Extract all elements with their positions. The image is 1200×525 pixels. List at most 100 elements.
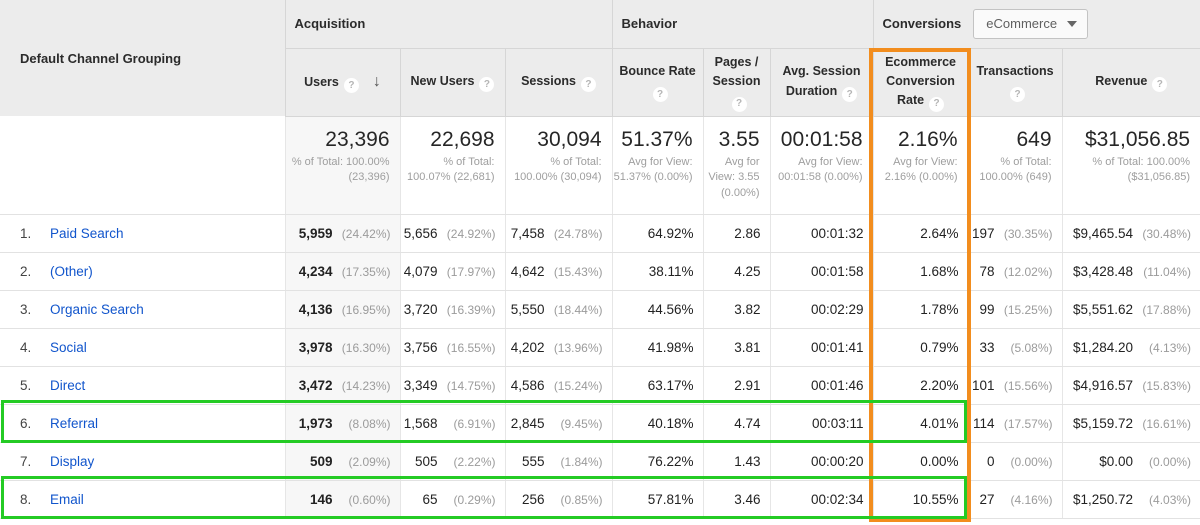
bounce-rate-cell: 40.18% <box>611 404 704 443</box>
table-body: 1. Paid Search 5,959 (24.42%) 5,656 (24.92%… <box>0 214 1200 519</box>
avg-session-duration-cell: 00:01:46 <box>769 366 874 405</box>
sessions-cell: 5,550 (18.44%) <box>504 290 613 329</box>
column-header-new-users[interactable]: New Users? <box>399 48 505 117</box>
totals-row: 23,396 % of Total: 100.00% (23,396) 22,6… <box>0 116 1200 215</box>
totals-pages-session: 3.55 Avg for View: 3.55 (0.00%) <box>702 116 771 215</box>
help-icon[interactable]: ? <box>479 77 495 93</box>
row-index: 5. <box>20 377 32 393</box>
new-users-cell: 3,756 (16.55%) <box>399 328 505 367</box>
bounce-rate-cell: 76.22% <box>611 442 704 481</box>
goal-set-dropdown[interactable]: eCommerce <box>973 8 1089 39</box>
sessions-cell: 256 (0.85%) <box>504 480 613 519</box>
ecommerce-conversion-rate-cell: 4.01% <box>872 404 969 443</box>
channel-link[interactable]: Direct <box>50 377 86 393</box>
new-users-cell: 505 (2.22%) <box>399 442 505 481</box>
totals-bounce-rate: 51.37% Avg for View: 51.37% (0.00%) <box>611 116 704 215</box>
help-icon[interactable]: ? <box>1010 86 1026 102</box>
column-header-pages-session[interactable]: Pages / Session? <box>702 48 771 117</box>
sessions-cell: 7,458 (24.78%) <box>504 214 613 253</box>
channel-cell: 5. Direct <box>0 366 285 405</box>
help-icon[interactable]: ? <box>731 96 747 112</box>
help-icon[interactable]: ? <box>1152 77 1168 93</box>
column-header-bounce-rate[interactable]: Bounce Rate? <box>611 48 704 117</box>
totals-section: 23,396 % of Total: 100.00% (23,396) 22,6… <box>0 116 1200 215</box>
help-icon[interactable]: ? <box>842 86 858 102</box>
channel-cell: 2. (Other) <box>0 252 285 291</box>
totals-ecommerce-conversion-rate: 2.16% Avg for View: 2.16% (0.00%) <box>872 116 969 215</box>
table-row: 3. Organic Search 4,136 (16.95%) 3,720 (16.… <box>0 290 1200 329</box>
revenue-cell: $4,916.57 (15.83%) <box>1061 366 1200 405</box>
pages-session-cell: 3.82 <box>702 290 771 329</box>
bounce-rate-cell: 44.56% <box>611 290 704 329</box>
channel-link[interactable]: Paid Search <box>50 225 124 241</box>
table-row: 7. Display 509 (2.09%) 505 (2.22%) 555 (1.84… <box>0 442 1200 481</box>
column-header-sessions[interactable]: Sessions? <box>504 48 613 117</box>
channel-link[interactable]: Organic Search <box>50 301 144 317</box>
transactions-cell: 78 (12.02%) <box>967 252 1063 291</box>
users-cell: 3,978 (16.30%) <box>284 328 400 367</box>
table-row: 6. Referral 1,973 (8.08%) 1,568 (6.91%) 2,8… <box>0 404 1200 443</box>
avg-session-duration-cell: 00:01:58 <box>769 252 874 291</box>
help-icon[interactable]: ? <box>580 77 596 93</box>
transactions-cell: 0 (0.00%) <box>967 442 1063 481</box>
ecommerce-conversion-rate-cell: 0.79% <box>872 328 969 367</box>
column-header-users[interactable]: Users? ↓ <box>284 48 400 117</box>
help-icon[interactable]: ? <box>343 77 359 93</box>
row-index: 2. <box>20 263 32 279</box>
bounce-rate-cell: 64.92% <box>611 214 704 253</box>
channel-cell: 6. Referral <box>0 404 285 443</box>
help-icon[interactable]: ? <box>929 96 945 112</box>
table-row: 2. (Other) 4,234 (17.35%) 4,079 (17.97%) 4,… <box>0 252 1200 291</box>
channel-link[interactable]: (Other) <box>50 263 93 279</box>
ecommerce-conversion-rate-cell: 1.78% <box>872 290 969 329</box>
new-users-cell: 3,720 (16.39%) <box>399 290 505 329</box>
channel-link[interactable]: Social <box>50 339 87 355</box>
column-header-ecommerce-conversion-rate[interactable]: Ecommerce Conversion Rate? <box>872 48 969 117</box>
pages-session-cell: 4.74 <box>702 404 771 443</box>
row-index: 7. <box>20 453 32 469</box>
new-users-cell: 1,568 (6.91%) <box>399 404 505 443</box>
pages-session-cell: 4.25 <box>702 252 771 291</box>
totals-sessions: 30,094 % of Total: 100.00% (30,094) <box>504 116 613 215</box>
channel-link[interactable]: Referral <box>50 415 99 431</box>
row-index: 4. <box>20 339 32 355</box>
sessions-cell: 2,845 (9.45%) <box>504 404 613 443</box>
new-users-cell: 4,079 (17.97%) <box>399 252 505 291</box>
column-header-transactions[interactable]: Transactions? <box>967 48 1063 117</box>
avg-session-duration-cell: 00:02:34 <box>769 480 874 519</box>
goal-set-dropdown-value: eCommerce <box>986 16 1058 32</box>
bounce-rate-cell: 57.81% <box>611 480 704 519</box>
bounce-rate-cell: 41.98% <box>611 328 704 367</box>
new-users-cell: 65 (0.29%) <box>399 480 505 519</box>
group-conversions-label: Conversions <box>882 16 962 32</box>
channel-link[interactable]: Display <box>50 453 95 469</box>
revenue-cell: $5,551.62 (17.88%) <box>1061 290 1200 329</box>
bounce-rate-cell: 63.17% <box>611 366 704 405</box>
transactions-cell: 99 (15.25%) <box>967 290 1063 329</box>
chevron-down-icon <box>1067 20 1078 27</box>
totals-users: 23,396 % of Total: 100.00% (23,396) <box>284 116 400 215</box>
users-cell: 146 (0.60%) <box>284 480 400 519</box>
channel-cell: 3. Organic Search <box>0 290 285 329</box>
sort-descending-icon[interactable]: ↓ <box>372 72 381 90</box>
new-users-cell: 5,656 (24.92%) <box>399 214 505 253</box>
ecommerce-conversion-rate-cell: 1.68% <box>872 252 969 291</box>
row-index: 8. <box>20 491 32 507</box>
column-header-revenue[interactable]: Revenue? <box>1061 48 1200 117</box>
bounce-rate-cell: 38.11% <box>611 252 704 291</box>
table-header: Default Channel Grouping Acquisition Beh… <box>0 0 1200 117</box>
totals-channel-cell <box>0 116 285 215</box>
totals-new-users: 22,698 % of Total: 100.07% (22,681) <box>399 116 505 215</box>
metric-group-row: Default Channel Grouping Acquisition Beh… <box>0 0 1200 116</box>
transactions-cell: 101 (15.56%) <box>967 366 1063 405</box>
row-index: 6. <box>20 415 32 431</box>
ecommerce-conversion-rate-cell: 2.64% <box>872 214 969 253</box>
pages-session-cell: 3.46 <box>702 480 771 519</box>
row-index: 3. <box>20 301 32 317</box>
avg-session-duration-cell: 00:01:41 <box>769 328 874 367</box>
transactions-cell: 27 (4.16%) <box>967 480 1063 519</box>
users-cell: 5,959 (24.42%) <box>284 214 400 253</box>
channel-link[interactable]: Email <box>50 491 84 507</box>
help-icon[interactable]: ? <box>652 86 668 102</box>
column-header-avg-session-duration[interactable]: Avg. Session Duration? <box>769 48 874 117</box>
